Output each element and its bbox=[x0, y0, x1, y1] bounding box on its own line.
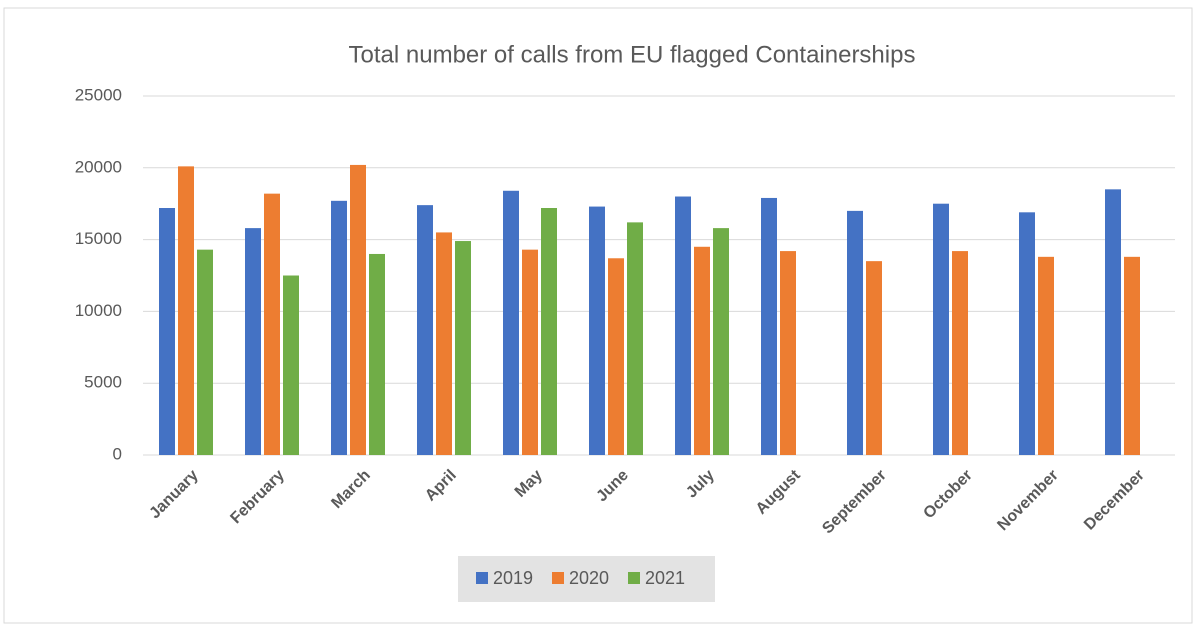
y-tick-label: 20000 bbox=[75, 157, 122, 176]
bar bbox=[675, 196, 691, 455]
y-tick-label: 0 bbox=[113, 444, 122, 463]
bar bbox=[331, 200, 347, 455]
bar bbox=[245, 228, 261, 455]
legend-label: 2021 bbox=[645, 568, 685, 588]
legend-swatch bbox=[476, 572, 488, 584]
legend-box bbox=[458, 556, 715, 602]
chart-title: Total number of calls from EU flagged Co… bbox=[349, 41, 916, 68]
bar bbox=[866, 261, 882, 455]
bar bbox=[264, 193, 280, 455]
bar bbox=[780, 251, 796, 455]
bar bbox=[417, 205, 433, 455]
legend: 2019 2020 2021 bbox=[476, 568, 685, 588]
bar bbox=[197, 249, 213, 455]
bar bbox=[1105, 189, 1121, 455]
bar bbox=[1038, 256, 1054, 455]
bar bbox=[1124, 256, 1140, 455]
y-tick-label: 25000 bbox=[75, 85, 122, 104]
bar bbox=[436, 232, 452, 455]
bar bbox=[694, 246, 710, 455]
bar bbox=[350, 164, 366, 456]
bar bbox=[847, 210, 863, 455]
bar bbox=[761, 197, 777, 455]
y-tick-label: 10000 bbox=[75, 301, 122, 320]
legend-swatch bbox=[552, 572, 564, 584]
bar bbox=[283, 275, 299, 455]
bar bbox=[503, 190, 519, 455]
bar bbox=[627, 222, 643, 455]
bar bbox=[522, 249, 538, 455]
bar bbox=[455, 241, 471, 455]
bar bbox=[713, 228, 729, 455]
y-tick-label: 5000 bbox=[84, 373, 122, 392]
legend-swatch bbox=[628, 572, 640, 584]
bar bbox=[369, 253, 385, 455]
bar bbox=[933, 203, 949, 455]
bar bbox=[952, 251, 968, 455]
y-tick-label: 15000 bbox=[75, 229, 122, 248]
bar bbox=[178, 166, 194, 455]
bar bbox=[159, 208, 175, 455]
bar bbox=[608, 258, 624, 455]
bar bbox=[541, 208, 557, 455]
legend-label: 2020 bbox=[569, 568, 609, 588]
legend-label: 2019 bbox=[493, 568, 533, 588]
bar bbox=[1019, 212, 1035, 455]
bar bbox=[589, 206, 605, 455]
